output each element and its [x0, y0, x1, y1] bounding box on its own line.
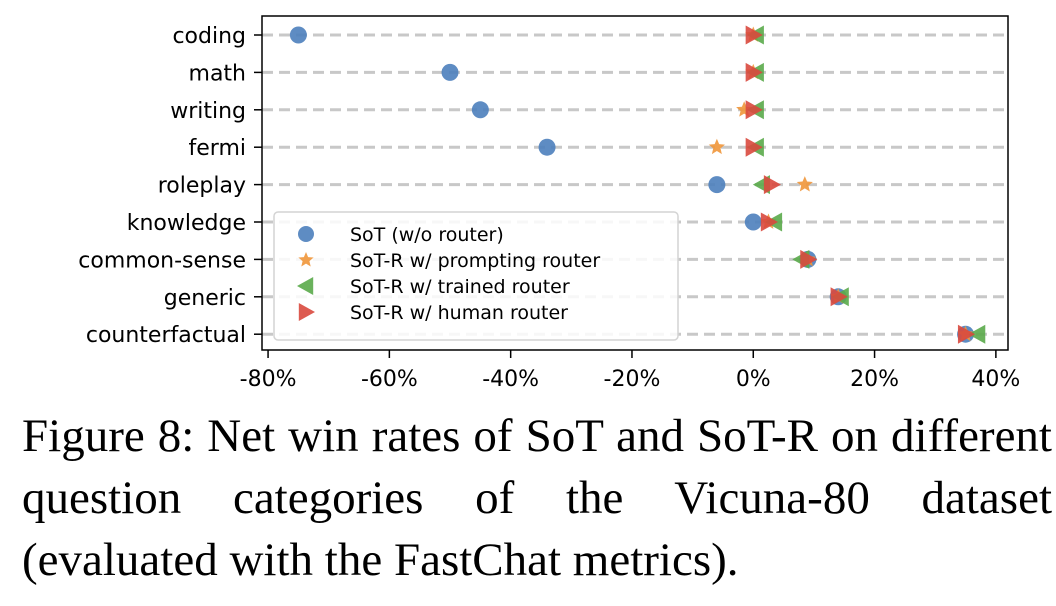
data-point-series-0 — [471, 101, 489, 119]
x-axis: -80% -60% -40% -20% 0% 20% 40% — [240, 350, 1020, 392]
legend-marker — [297, 277, 314, 295]
data-point-series-0 — [744, 213, 762, 231]
y-tick-label: generic — [164, 286, 246, 311]
data-point-series-0 — [708, 176, 726, 194]
data-point-series-0 — [441, 63, 459, 81]
x-tick-label: -40% — [482, 367, 539, 392]
x-tick-label: 0% — [736, 367, 771, 392]
data-point-series-3 — [745, 137, 763, 157]
data-point-series-3 — [745, 25, 763, 45]
legend-label: SoT-R w/ trained router — [350, 276, 570, 298]
legend-label: SoT (w/o router) — [350, 224, 504, 246]
data-point-series-3 — [763, 175, 781, 195]
data-point-series-3 — [800, 249, 818, 269]
y-tick-label: writing — [170, 99, 246, 124]
data-point-series-2 — [968, 324, 986, 344]
legend-marker — [298, 226, 314, 242]
scatter-chart: coding math writing fermi roleplay knowledge c… — [78, 15, 1020, 392]
y-tick-label: common-sense — [78, 248, 246, 273]
data-point-series-3 — [830, 287, 848, 307]
legend-marker — [298, 303, 315, 321]
data-point-series-3 — [745, 100, 763, 120]
data-point-series-1 — [708, 138, 725, 155]
y-tick-label: coding — [172, 24, 246, 49]
y-tick-label: fermi — [189, 136, 246, 161]
data-points — [289, 25, 986, 344]
legend-box — [273, 211, 679, 341]
figure-caption: Figure 8: Net win rates of SoT and SoT-R… — [22, 410, 1052, 586]
plot-area — [261, 15, 1009, 351]
x-tick-label: -20% — [604, 367, 661, 392]
y-tick-label: roleplay — [158, 174, 246, 199]
legend-marker — [298, 252, 314, 267]
y-tick-label: knowledge — [127, 211, 246, 236]
y-tick-label: math — [189, 61, 246, 86]
x-tick-label: -60% — [361, 367, 418, 392]
x-tick-label: -80% — [240, 367, 297, 392]
data-point-series-1 — [796, 176, 813, 192]
x-tick-label: 40% — [971, 367, 1020, 392]
x-tick-label: 20% — [850, 367, 899, 392]
y-tick-label: counterfactual — [86, 323, 246, 348]
data-point-series-3 — [957, 324, 976, 344]
data-point-series-3 — [760, 212, 778, 232]
data-point-series-0 — [538, 138, 556, 156]
legend-label: SoT-R w/ prompting router — [350, 250, 600, 272]
data-point-series-0 — [289, 26, 307, 44]
legend: SoT (w/o router) SoT-R w/ prompting route… — [273, 211, 679, 341]
y-axis: coding math writing fermi roleplay knowledge c… — [78, 24, 262, 348]
legend-label: SoT-R w/ human router — [350, 302, 568, 324]
data-point-series-3 — [745, 62, 763, 82]
